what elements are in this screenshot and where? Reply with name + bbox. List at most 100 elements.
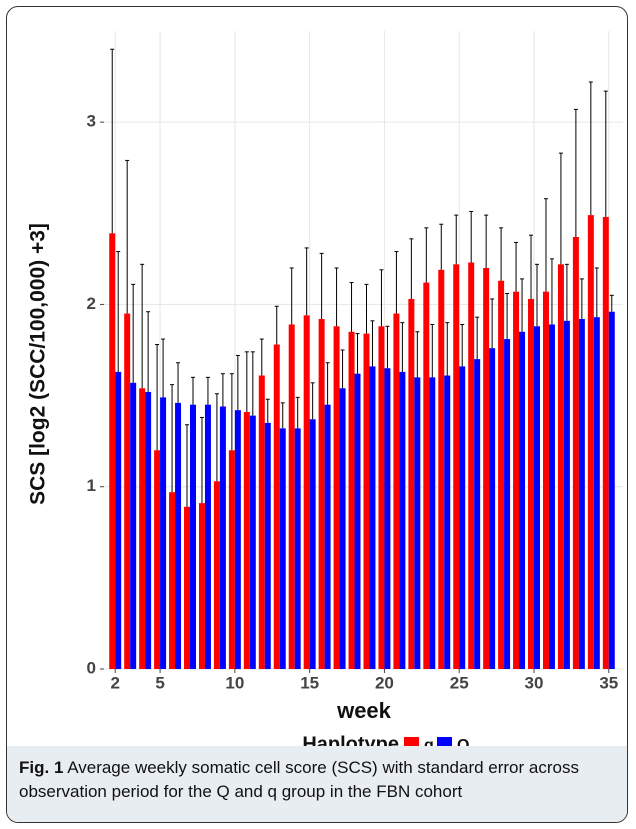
bar (378, 326, 385, 669)
legend-title: Haplotype (302, 733, 399, 747)
bar (444, 375, 451, 669)
bar (279, 428, 286, 669)
y-axis-label: SCS [log2 (SCC/100,000) +3] (27, 223, 50, 505)
legend-label: q (424, 737, 434, 747)
bar (548, 324, 555, 669)
error-bar (370, 320, 375, 367)
bar (309, 419, 316, 669)
error-bar (469, 210, 474, 263)
bar (384, 368, 391, 669)
error-bar (131, 283, 136, 383)
error-bar (439, 223, 444, 270)
bar (528, 298, 535, 669)
bar (578, 319, 585, 669)
error-bar (140, 263, 145, 389)
bar (453, 264, 460, 669)
bar (369, 366, 376, 669)
bar (408, 298, 415, 669)
error-bar (558, 152, 563, 265)
error-bar (579, 278, 584, 320)
chart: week SCS [log2 (SCC/100,000) +3] Haploty… (27, 31, 623, 747)
caption-text: Average weekly somatic cell score (SCS) … (19, 758, 579, 801)
bar (483, 267, 490, 669)
figure: week SCS [log2 (SCC/100,000) +3] Haploty… (6, 6, 628, 823)
error-bar (229, 373, 234, 451)
x-tick-label: 10 (225, 673, 244, 692)
error-bar (385, 325, 390, 369)
bar (198, 503, 205, 669)
error-bar (250, 351, 255, 416)
error-bar (588, 81, 593, 216)
bar (109, 233, 116, 669)
bar (169, 492, 176, 669)
error-bar (475, 316, 480, 360)
error-bar (244, 351, 249, 412)
error-bar (274, 305, 279, 345)
bar (393, 313, 400, 669)
bar (130, 382, 137, 669)
bar (429, 377, 436, 669)
error-bar (110, 48, 115, 234)
error-bar (400, 322, 405, 372)
bar (204, 404, 211, 669)
bar (438, 269, 445, 669)
error-bar (304, 247, 309, 316)
error-bar (424, 227, 429, 283)
error-bar (505, 292, 510, 340)
bar (468, 262, 475, 669)
legend: Haplotype q Q (302, 733, 469, 747)
error-bar (520, 278, 525, 332)
error-bar (460, 323, 465, 367)
bar (213, 481, 220, 669)
error-bar (415, 331, 420, 378)
y-tick-label: 3 (87, 112, 96, 131)
bar (333, 326, 340, 669)
bar (519, 331, 526, 669)
error-bar (573, 108, 578, 237)
bar (354, 373, 361, 669)
error-bar (199, 416, 204, 504)
error-bar (484, 214, 489, 268)
error-bar (205, 376, 210, 405)
bar (160, 397, 167, 669)
bar (593, 317, 600, 669)
bar (273, 344, 280, 669)
caption: Fig. 1 Average weekly somatic cell score… (7, 746, 627, 822)
error-bar (289, 267, 294, 325)
error-bar (146, 311, 151, 392)
bar (348, 331, 355, 669)
caption-label: Fig. 1 (19, 758, 64, 777)
x-axis-label: week (336, 698, 392, 723)
error-bar (379, 269, 384, 327)
error-bar (125, 159, 130, 314)
bar (542, 291, 549, 669)
error-bar (185, 424, 190, 507)
bar (608, 311, 615, 669)
error-bar (161, 338, 166, 398)
error-bar (490, 298, 495, 349)
error-bar (549, 258, 554, 325)
error-bar (280, 402, 285, 429)
bar (363, 333, 370, 669)
error-bar (394, 251, 399, 314)
bar (228, 450, 235, 669)
bar (557, 264, 564, 669)
error-bar (155, 344, 160, 451)
y-tick-label: 1 (87, 476, 96, 495)
error-bar (319, 252, 324, 320)
bar (294, 428, 301, 669)
error-bar (364, 283, 369, 334)
bar (534, 326, 540, 669)
bar (184, 506, 191, 669)
bar (414, 377, 421, 669)
error-bar (214, 393, 219, 482)
error-bar (220, 373, 225, 407)
bar (504, 339, 511, 669)
error-bar (409, 238, 414, 299)
error-bar (543, 198, 548, 292)
error-bar (355, 333, 360, 374)
error-bar (564, 263, 569, 321)
error-bar (325, 362, 330, 405)
bar (324, 404, 331, 669)
